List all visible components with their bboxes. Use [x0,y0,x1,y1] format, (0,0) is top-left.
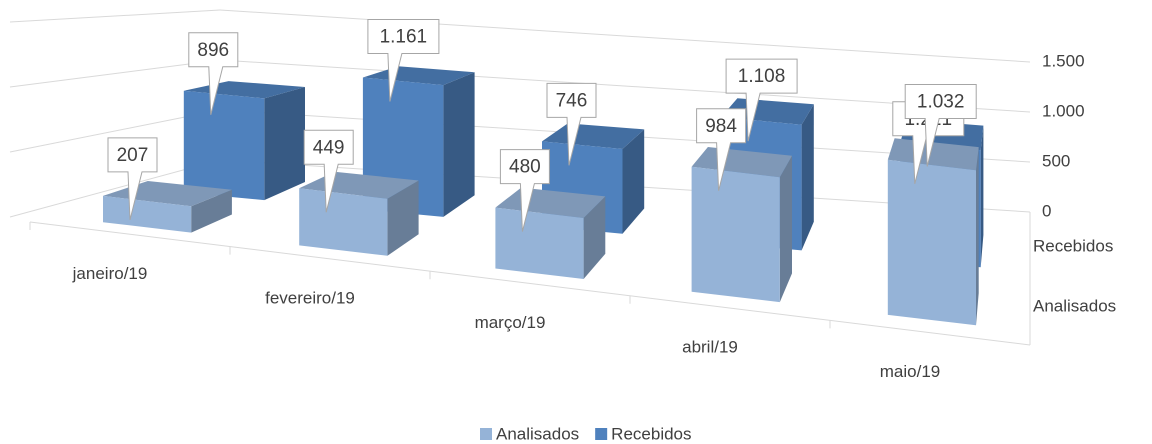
callout [107,137,158,221]
x-tick-label: maio/19 [880,362,940,381]
bar-front [183,90,265,201]
y-tick-label: 500 [1042,151,1070,170]
value-label-text: 449 [313,137,345,158]
value-label: 1.108 [725,58,798,142]
value-label-text: 896 [197,40,229,61]
callout [904,84,977,167]
bar [691,147,792,303]
bar-front [495,207,584,279]
bar-front [299,188,388,256]
value-label: 746 [546,82,597,166]
value-label: 984 [696,108,747,191]
bar-side [443,72,475,217]
bar-side [779,155,792,303]
bar [183,81,305,201]
bar-side [387,180,419,256]
legend-swatch [595,428,608,440]
bar-side [801,104,814,251]
bar [299,171,419,256]
value-label-text: 1.032 [917,92,965,113]
bar-side [976,147,979,326]
bar-front [103,195,192,233]
callout [696,108,747,191]
bar-side [622,129,645,234]
bar-top [887,138,979,171]
bar-side [264,87,305,201]
callout [367,19,440,102]
value-label: 449 [303,129,354,213]
value-label: 1.032 [904,84,977,167]
x-tick-label: março/19 [475,313,546,332]
x-tick-label: janeiro/19 [72,264,148,283]
callout [546,82,597,166]
value-label-text: 1.161 [380,27,428,48]
bar-side [980,125,984,268]
callout [725,58,798,142]
y-tick-label: 1.000 [1042,101,1085,120]
x-tick-label: fevereiro/19 [265,288,355,307]
legend-label: Analisados [496,424,579,443]
bar [495,187,606,279]
bar [103,181,232,233]
callout [303,129,354,213]
legend-swatch [480,428,492,440]
callout [499,149,550,232]
grid-line [9,59,221,88]
value-label: 1.161 [367,19,440,102]
bar-side [583,196,606,279]
bar-front [887,159,976,326]
value-label: 896 [188,32,239,115]
bar-front [691,166,780,303]
callout [188,32,239,115]
grid-line [219,9,1031,63]
value-label: 207 [107,137,158,221]
value-label-text: 480 [509,157,541,178]
value-label: 480 [499,149,550,232]
grid-line [9,9,221,23]
value-label-text: 1.108 [738,66,786,87]
y-tick-label: 0 [1042,201,1051,220]
value-label-text: 746 [556,90,588,111]
value-label-text: 984 [705,116,737,137]
depth-label: Analisados [1033,297,1116,316]
value-label-text: 207 [117,145,149,166]
depth-label: Recebidos [1033,237,1113,256]
legend-label: Recebidos [611,424,691,443]
floor-edge [29,221,1031,346]
bar [887,138,979,326]
bar-side [191,189,232,233]
y-tick-label: 1.500 [1042,51,1085,70]
x-tick-label: abril/19 [682,338,738,357]
